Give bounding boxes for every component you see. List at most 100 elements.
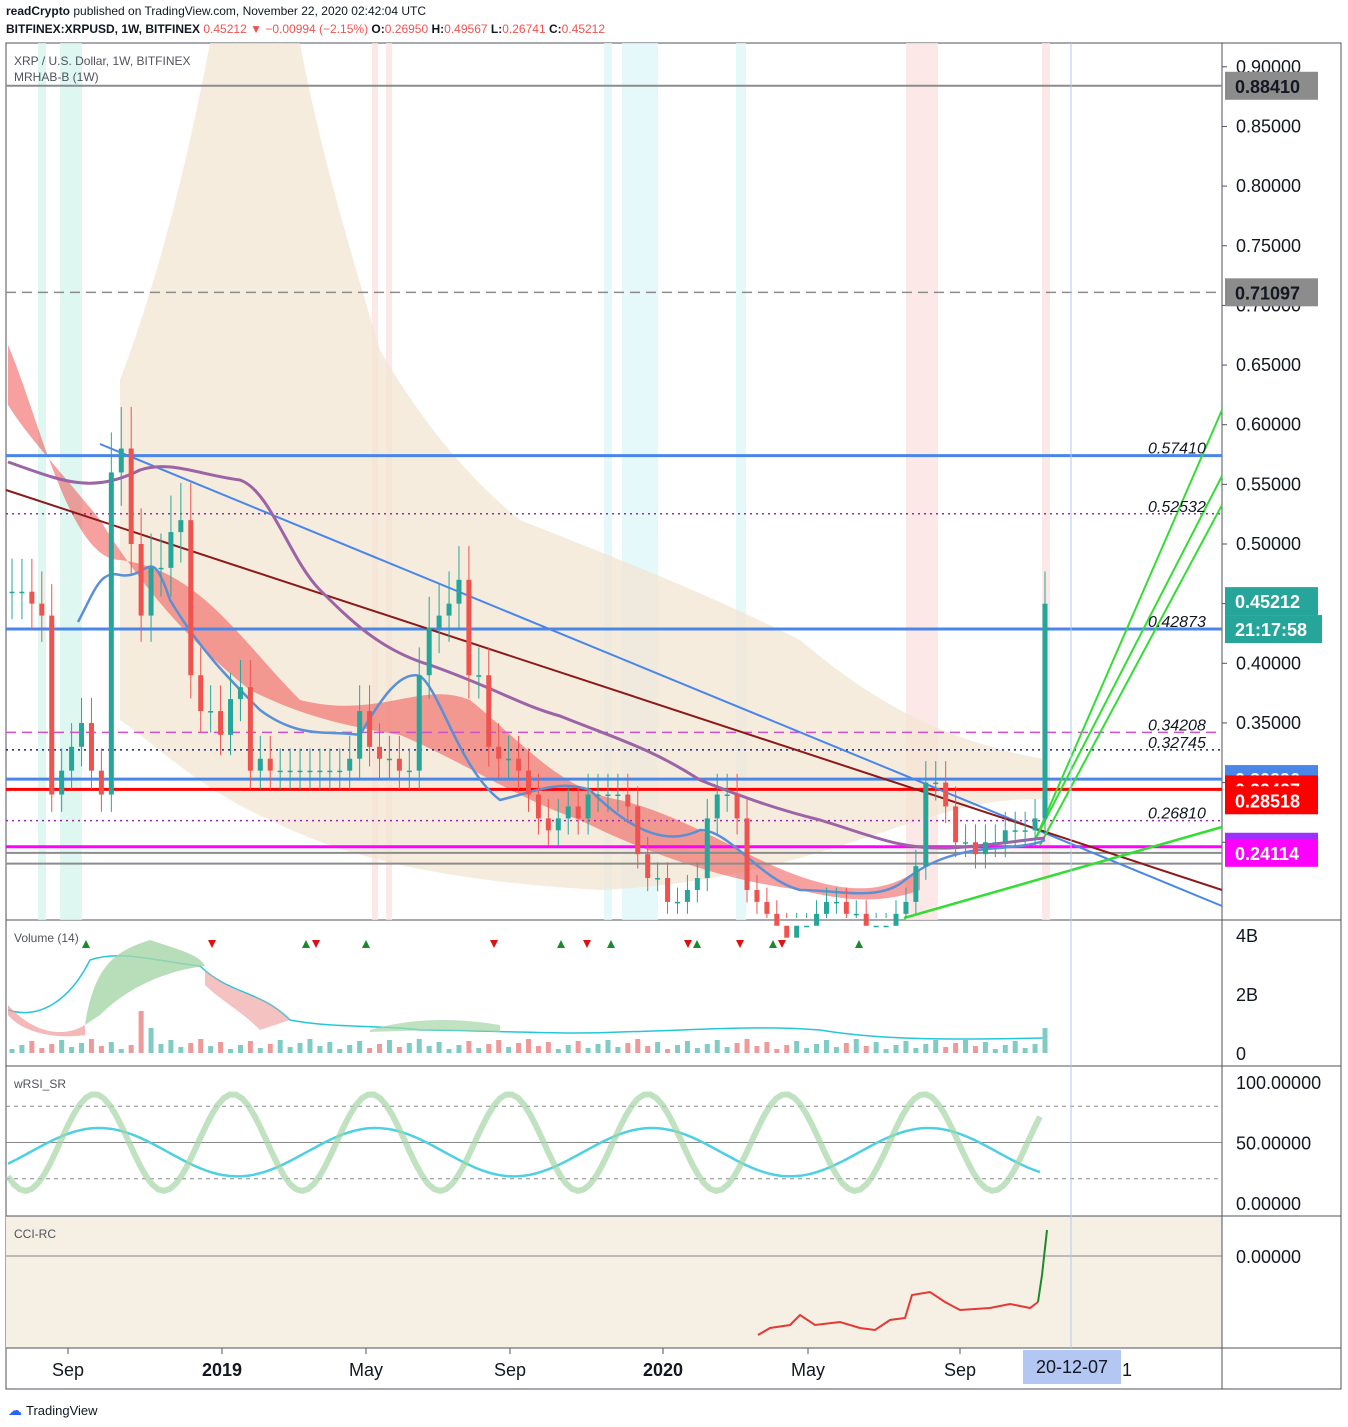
candle-body [754, 889, 760, 902]
author-name[interactable]: readCrypto [6, 4, 71, 18]
volume-bar [913, 1048, 919, 1053]
volume-bar [754, 1046, 760, 1053]
volume-bar [655, 1042, 661, 1053]
time-tick-label: Sep [52, 1360, 84, 1380]
candle-body [913, 866, 919, 902]
candle-body [774, 913, 780, 926]
candle-body [307, 770, 313, 773]
volume-bar [972, 1046, 978, 1053]
footer-brand[interactable]: ☁ TradingView [8, 1402, 98, 1418]
candle-body [516, 758, 522, 771]
candle-body [148, 567, 154, 616]
cci-line-red [757, 1290, 1039, 1336]
candle-body [377, 746, 383, 759]
candle-body [1022, 830, 1028, 832]
candle-body [982, 842, 988, 855]
volume-bar [88, 1039, 94, 1053]
highlight-band [604, 43, 612, 920]
volume-bar [496, 1040, 502, 1053]
cci-tick-label: 0.00000 [1236, 1247, 1301, 1267]
volume-bar [148, 1028, 154, 1053]
volume-bar [297, 1043, 303, 1053]
volume-bar [933, 1040, 939, 1053]
price-tick-label: 0.60000 [1236, 415, 1301, 435]
volume-bar [168, 1040, 174, 1053]
candle-body [595, 794, 601, 797]
highlight-band [38, 43, 46, 920]
volume-bar [575, 1041, 581, 1053]
candle-body [337, 770, 343, 773]
volume-bar [635, 1039, 641, 1053]
candle-body [764, 901, 770, 914]
candle-body [883, 925, 889, 928]
candle-body [744, 818, 750, 890]
rsi-pane-label: wRSI_SR [14, 1077, 67, 1091]
volume-bar [367, 1048, 373, 1053]
candle-body [188, 520, 194, 676]
volume-bar [1022, 1048, 1028, 1053]
volume-bar [903, 1041, 909, 1053]
volume-bar [625, 1043, 631, 1053]
volume-bar [277, 1040, 283, 1053]
volume-bar [347, 1045, 353, 1053]
trendline-brown [5, 489, 1223, 891]
volume-bar [386, 1040, 392, 1053]
candle-body [655, 878, 661, 880]
candle-body [784, 925, 790, 938]
candle-body [933, 782, 939, 785]
candle-body [963, 842, 969, 844]
volume-bar [247, 1041, 253, 1053]
candle-body [714, 794, 720, 819]
volume-bar [1012, 1041, 1018, 1053]
rsi-signal-line [7, 1126, 1041, 1178]
candle-body [267, 758, 273, 771]
price-tick-label: 0.80000 [1236, 176, 1301, 196]
time-cursor-label: 20-12-07 [1036, 1357, 1108, 1377]
candle-body [69, 746, 75, 771]
candle-body [277, 770, 283, 773]
candle-body [734, 794, 740, 819]
candle-body [635, 806, 641, 855]
sell-signal-icon [490, 940, 498, 948]
volume-bar [615, 1047, 621, 1053]
volume-bar [128, 1045, 134, 1053]
candle-body [943, 782, 949, 807]
candle-body [79, 722, 85, 747]
candle-body [873, 925, 879, 928]
candle-body [724, 794, 730, 797]
candle-body [476, 675, 482, 677]
time-tick-label: 1 [1122, 1360, 1132, 1380]
symbol-info: BITFINEX:XRPUSD, 1W, BITFINEX [6, 22, 201, 36]
last-price: 0.45212 [203, 22, 247, 36]
candle-body [456, 579, 462, 604]
volume-bar [69, 1047, 75, 1053]
buy-signal-icon [82, 940, 90, 948]
candle-body [486, 675, 492, 747]
volume-bar [843, 1043, 849, 1053]
candle-body [863, 913, 869, 926]
volume-bar [377, 1044, 383, 1053]
volume-bar [804, 1048, 810, 1053]
volume-bar [466, 1041, 472, 1053]
candle-body [615, 794, 621, 797]
volume-bar [863, 1046, 869, 1053]
candle-body [128, 448, 134, 544]
price-tag-label: 21:17:58 [1235, 620, 1307, 640]
fib-level-label: 0.32745 [1148, 735, 1206, 752]
volume-bar [516, 1043, 522, 1053]
ma-purple [7, 460, 1046, 850]
rsi-tick-label: 0.00000 [1236, 1194, 1301, 1214]
volume-bar [744, 1039, 750, 1053]
volume-bar [823, 1040, 829, 1053]
candle-body [367, 711, 373, 747]
time-tick-label: Sep [494, 1360, 526, 1380]
candle-body [406, 770, 412, 773]
candle-body [396, 758, 402, 771]
volume-bar [506, 1047, 512, 1053]
candle-body [645, 854, 651, 879]
candle-body [794, 925, 800, 938]
sell-signal-icon [583, 940, 591, 948]
volume-bar [19, 1045, 25, 1053]
volume-bar [953, 1043, 959, 1053]
